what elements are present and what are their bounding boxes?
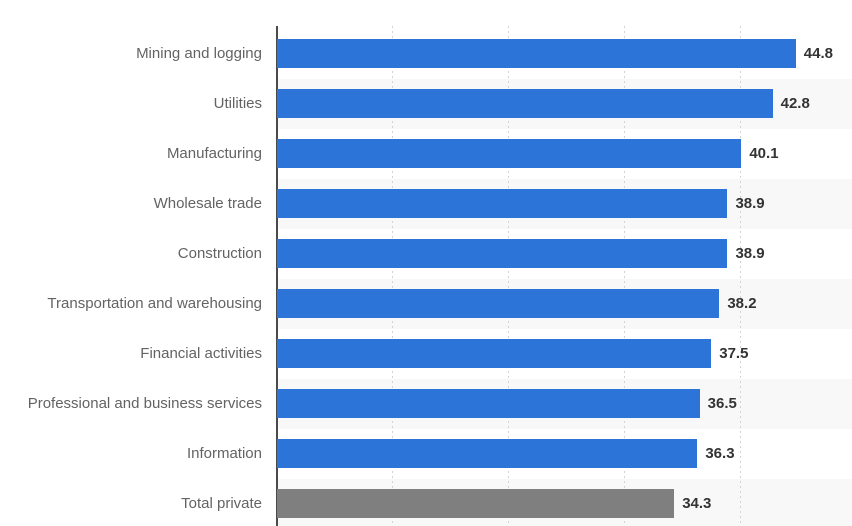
bar-information[interactable] bbox=[277, 439, 698, 468]
category-label: Construction bbox=[177, 245, 262, 262]
value-label: 38.9 bbox=[735, 245, 765, 262]
chart-row: Total private 34.3 bbox=[0, 479, 852, 526]
category-label: Mining and logging bbox=[136, 45, 262, 62]
category-label: Transportation and warehousing bbox=[47, 295, 262, 312]
category-label: Financial activities bbox=[140, 345, 262, 362]
value-label: 44.8 bbox=[803, 45, 833, 62]
value-label: 38.2 bbox=[727, 295, 757, 312]
x-gridline-30 bbox=[624, 26, 625, 526]
x-gridline-20 bbox=[508, 26, 509, 526]
bar-mining-and-logging[interactable] bbox=[277, 39, 796, 68]
chart-row: Professional and business services 36.5 bbox=[0, 379, 852, 429]
y-axis-line bbox=[276, 26, 278, 526]
bar-construction[interactable] bbox=[277, 239, 728, 268]
category-label: Information bbox=[186, 445, 262, 462]
x-gridline-10 bbox=[392, 26, 393, 526]
value-label: 42.8 bbox=[780, 95, 810, 112]
value-label: 36.5 bbox=[707, 395, 737, 412]
value-label: 34.3 bbox=[682, 495, 712, 512]
bar-financial-activities[interactable] bbox=[277, 339, 712, 368]
bar-utilities[interactable] bbox=[277, 89, 773, 118]
category-label: Professional and business services bbox=[27, 395, 262, 412]
bar-wholesale-trade[interactable] bbox=[277, 189, 728, 218]
value-label: 37.5 bbox=[719, 345, 749, 362]
value-label: 40.1 bbox=[749, 145, 779, 162]
category-label: Manufacturing bbox=[166, 145, 262, 162]
chart-row: Financial activities 37.5 bbox=[0, 329, 852, 379]
chart-row: Manufacturing 40.1 bbox=[0, 129, 852, 179]
chart-row: Wholesale trade 38.9 bbox=[0, 179, 852, 229]
category-label: Wholesale trade bbox=[153, 195, 262, 212]
category-label: Utilities bbox=[213, 95, 262, 112]
chart-row: Construction 38.9 bbox=[0, 229, 852, 279]
chart-row: Mining and logging 44.8 bbox=[0, 29, 852, 79]
bar-transportation-and-warehousing[interactable] bbox=[277, 289, 720, 318]
category-label: Total private bbox=[181, 495, 262, 512]
chart-row: Information 36.3 bbox=[0, 429, 852, 479]
chart-row: Utilities 42.8 bbox=[0, 79, 852, 129]
value-label: 36.3 bbox=[705, 445, 735, 462]
value-label: 38.9 bbox=[735, 195, 765, 212]
bar-manufacturing[interactable] bbox=[277, 139, 742, 168]
bar-total-private[interactable] bbox=[277, 489, 675, 518]
x-gridline-40 bbox=[740, 26, 741, 526]
chart-row: Transportation and warehousing 38.2 bbox=[0, 279, 852, 329]
bar-professional-and-business-services[interactable] bbox=[277, 389, 700, 418]
